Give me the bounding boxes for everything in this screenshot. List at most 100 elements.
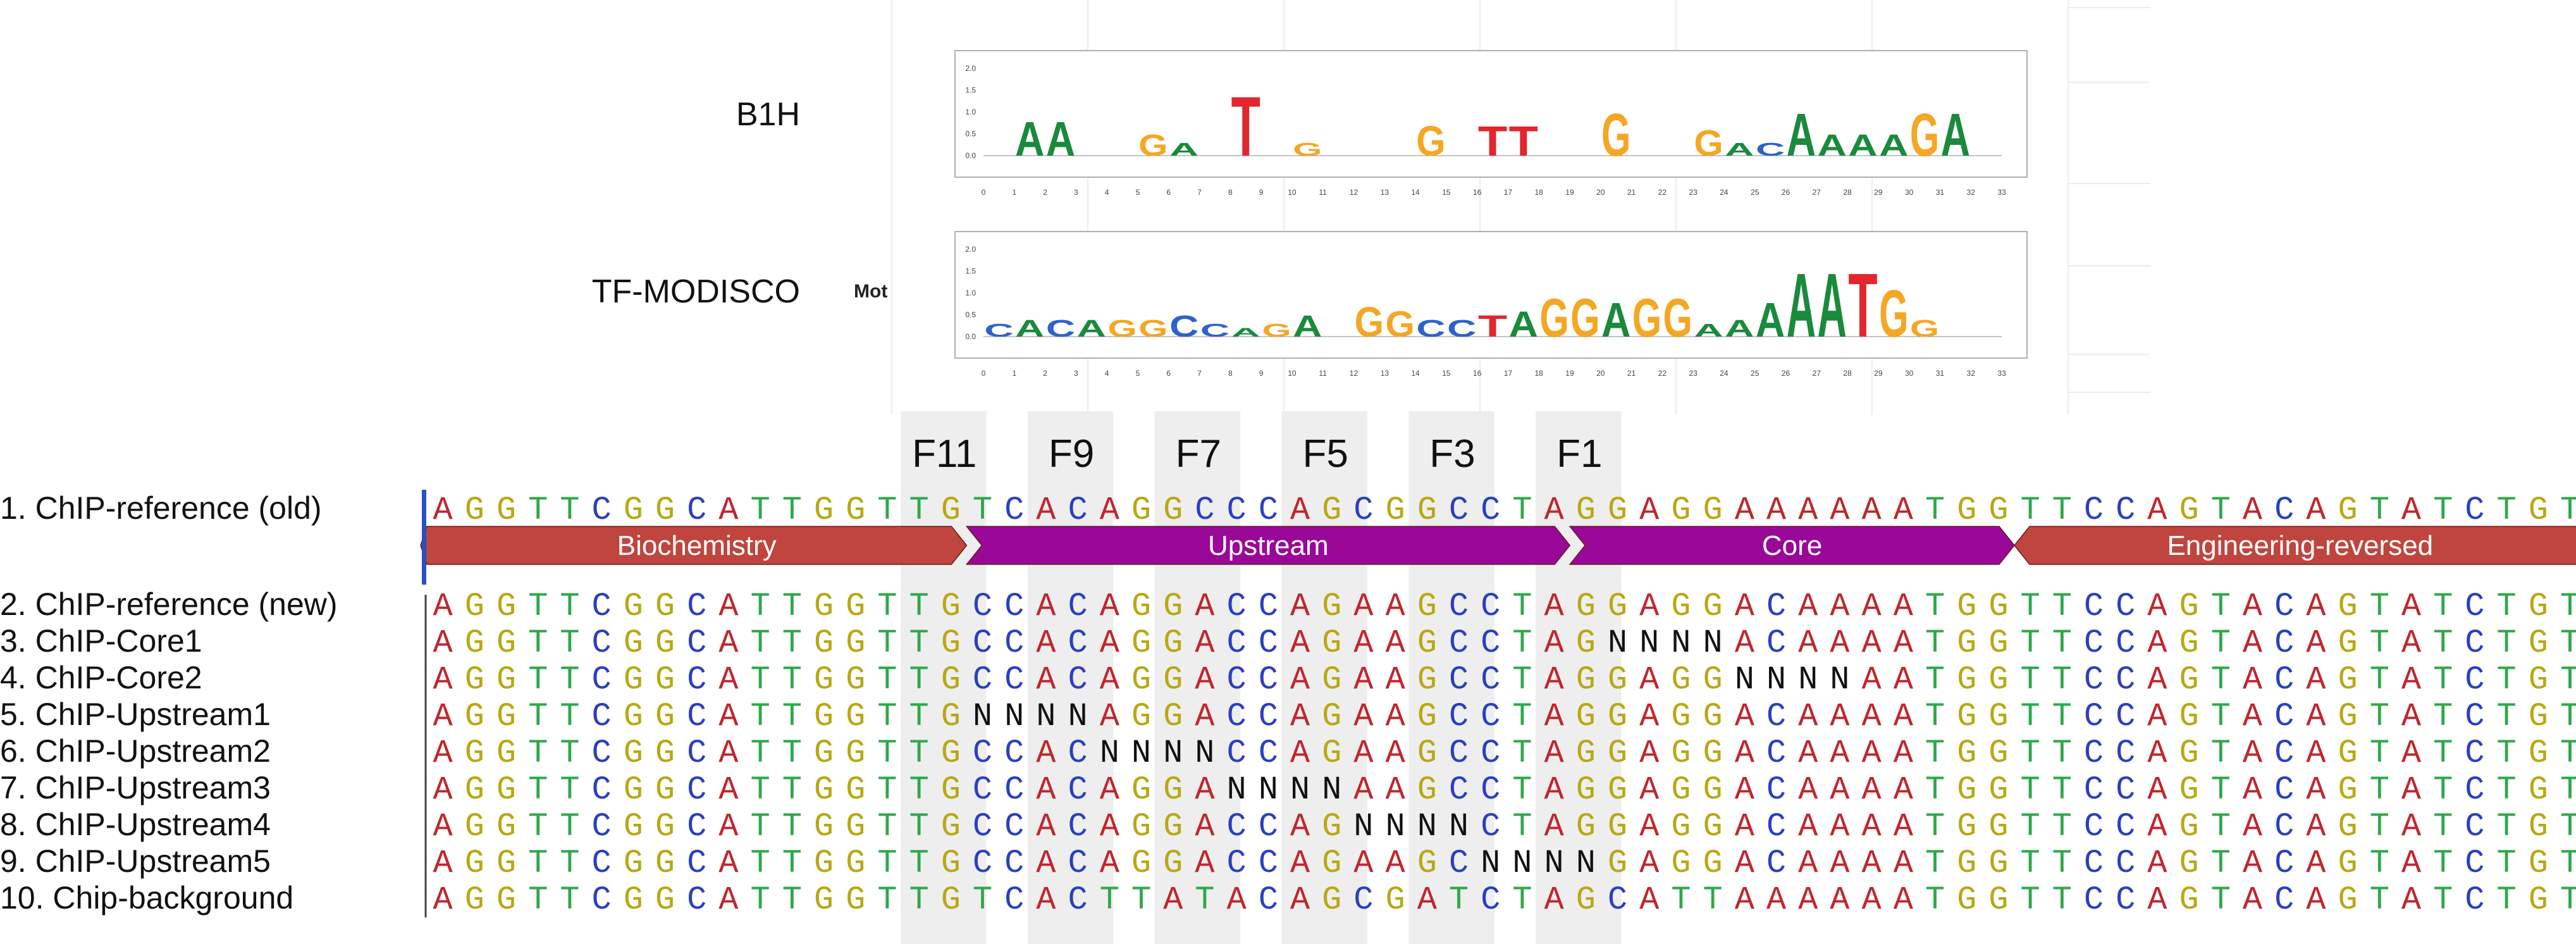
nucleotide: T <box>782 588 802 625</box>
nucleotide: C <box>1068 624 1087 662</box>
nucleotide: C <box>1195 492 1214 529</box>
nucleotide: T <box>877 771 897 809</box>
nucleotide: C <box>2084 845 2104 882</box>
row-label: 10. Chip-background <box>0 880 293 916</box>
nucleotide: N <box>1322 771 1341 809</box>
nucleotide: G <box>1576 808 1596 845</box>
x-tick-label: 15 <box>1442 369 1451 378</box>
nucleotide: G <box>1608 808 1627 845</box>
nucleotide: C <box>2465 771 2484 809</box>
nucleotide: T <box>2496 771 2516 809</box>
tf-modisco-logo: 2.01.51.00.50.00 1 2 3 4 5 6 7 8 9 10 11 12 13 14 15 16 1… <box>954 231 2028 378</box>
y-tick-label: 1.5 <box>965 86 976 95</box>
nucleotide: T <box>1512 492 1532 529</box>
feature-label: Biochemistry <box>617 530 777 561</box>
sequence-row: 3. ChIP-Core1 A G G T T C G G C A T T G G T T G C C A C A G G A C C… <box>0 623 2576 662</box>
nucleotide: C <box>1766 808 1786 845</box>
nucleotide: G <box>496 661 516 699</box>
nucleotide: C <box>591 735 611 772</box>
nucleotide: G <box>655 492 675 529</box>
nucleotide: T <box>2560 735 2576 772</box>
nucleotide: T <box>2433 588 2453 625</box>
logo-letter: G <box>1601 101 1630 169</box>
nucleotide: A <box>1830 845 1850 882</box>
nucleotide: T <box>2560 588 2576 625</box>
nucleotide: A <box>2147 808 2167 845</box>
highlight-column <box>1027 411 1114 944</box>
nucleotide: G <box>1322 661 1341 699</box>
nucleotide: A <box>2401 588 2422 625</box>
svg-text:C: C <box>1756 139 1785 159</box>
nucleotide: C <box>973 771 992 809</box>
nucleotide: C <box>1449 735 1469 772</box>
logo-letter: G <box>1910 315 1939 342</box>
highlight-column <box>901 411 987 944</box>
sequence-row: 10. Chip-background A G G T T C G G C A T T G G T T G T C A C… <box>0 880 2576 919</box>
x-tick-label: 25 <box>1751 369 1759 378</box>
nucleotide: C <box>1449 845 1469 882</box>
nucleotide: T <box>1512 698 1532 735</box>
logo-letter: C <box>1200 320 1229 340</box>
nucleotide: G <box>1988 698 2008 735</box>
nucleotide: T <box>560 698 579 735</box>
nucleotide: T <box>1131 881 1151 919</box>
nucleotide: A <box>2401 771 2422 809</box>
logo-letter: A <box>1787 255 1816 356</box>
nucleotide: T <box>1925 492 1945 529</box>
nucleotide: C <box>1004 881 1024 919</box>
nucleotide: A <box>1861 624 1882 662</box>
x-tick-label: 32 <box>1967 188 1976 197</box>
row-label: 6. ChIP-Upstream2 <box>0 733 271 769</box>
nucleotide: A <box>718 808 739 845</box>
x-tick-label: 18 <box>1535 188 1544 197</box>
nucleotide: N <box>1131 735 1151 772</box>
nucleotide: G <box>941 588 961 625</box>
nucleotide: G <box>496 881 516 919</box>
x-tick-label: 14 <box>1411 188 1420 197</box>
y-tick-label: 0.5 <box>965 311 976 320</box>
nucleotide: T <box>782 845 802 882</box>
nucleotide: A <box>2243 492 2263 529</box>
logo-letter: G <box>1694 123 1723 164</box>
nucleotide: T <box>2211 588 2231 625</box>
nucleotide: T <box>2560 808 2576 845</box>
nucleotide: G <box>941 808 961 845</box>
nucleotide: A <box>2306 845 2326 882</box>
nucleotide: T <box>560 881 579 919</box>
nucleotide: T <box>1449 881 1469 919</box>
nucleotide: T <box>2052 771 2072 809</box>
nucleotide: C <box>2084 735 2104 772</box>
nucleotide: C <box>2465 845 2484 882</box>
nucleotide: N <box>1639 624 1659 662</box>
x-tick-label: 7 <box>1197 188 1202 197</box>
nucleotide: A <box>433 771 453 809</box>
finger-label: F1 <box>1556 432 1602 476</box>
nucleotide: G <box>2338 492 2357 529</box>
nucleotide: T <box>750 735 770 772</box>
nucleotide: G <box>1671 588 1691 625</box>
nucleotide: G <box>846 492 865 529</box>
nucleotide: T <box>1512 624 1532 662</box>
x-tick-label: 31 <box>1936 188 1945 197</box>
nucleotide: A <box>1100 808 1120 845</box>
nucleotide: G <box>1417 624 1437 662</box>
nucleotide: C <box>1068 845 1087 882</box>
nucleotide: T <box>2433 698 2453 735</box>
logo-letter: T <box>1509 118 1538 165</box>
nucleotide: A <box>1639 661 1660 699</box>
nucleotide: G <box>1988 661 2008 699</box>
nucleotide: A <box>1639 845 1660 882</box>
nucleotide: A <box>1036 845 1056 882</box>
nucleotide: C <box>2465 661 2484 699</box>
nucleotide: G <box>496 735 516 772</box>
nucleotide: A <box>1385 624 1405 662</box>
nucleotide: T <box>560 845 579 882</box>
nucleotide: A <box>1195 698 1215 735</box>
svg-text:C: C <box>1416 315 1445 342</box>
logo-letter: G <box>1539 287 1568 348</box>
nucleotide: G <box>1671 492 1691 529</box>
nucleotide: N <box>1576 845 1596 882</box>
nucleotide: G <box>1131 808 1151 845</box>
nucleotide: C <box>1766 698 1786 735</box>
